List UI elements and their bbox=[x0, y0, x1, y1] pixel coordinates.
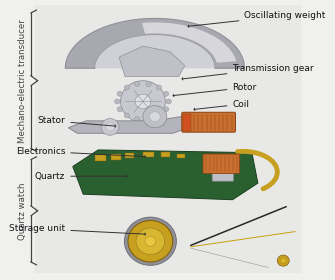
FancyBboxPatch shape bbox=[182, 112, 236, 132]
Circle shape bbox=[121, 81, 165, 122]
FancyBboxPatch shape bbox=[203, 154, 240, 173]
FancyBboxPatch shape bbox=[36, 4, 301, 273]
Polygon shape bbox=[73, 150, 258, 200]
Polygon shape bbox=[119, 46, 185, 76]
Circle shape bbox=[135, 116, 140, 121]
Text: Electronics: Electronics bbox=[16, 147, 145, 158]
Circle shape bbox=[145, 236, 156, 246]
Circle shape bbox=[128, 220, 173, 262]
Circle shape bbox=[136, 228, 165, 255]
FancyBboxPatch shape bbox=[143, 151, 154, 157]
Circle shape bbox=[117, 107, 123, 112]
Polygon shape bbox=[68, 115, 195, 133]
Circle shape bbox=[277, 255, 289, 266]
FancyBboxPatch shape bbox=[183, 114, 191, 131]
Text: Quartz watch: Quartz watch bbox=[18, 182, 27, 240]
FancyBboxPatch shape bbox=[111, 154, 121, 160]
Circle shape bbox=[135, 81, 140, 87]
Polygon shape bbox=[65, 18, 245, 68]
FancyBboxPatch shape bbox=[160, 151, 170, 157]
Polygon shape bbox=[142, 22, 236, 63]
Circle shape bbox=[124, 113, 130, 118]
Circle shape bbox=[166, 99, 171, 104]
Text: Oscillating weight: Oscillating weight bbox=[188, 11, 326, 27]
Circle shape bbox=[124, 85, 130, 90]
Circle shape bbox=[124, 217, 176, 265]
Text: Rotor: Rotor bbox=[173, 83, 257, 97]
Text: Coil: Coil bbox=[194, 100, 250, 110]
Text: Mechano-electric transducer: Mechano-electric transducer bbox=[18, 19, 27, 143]
Circle shape bbox=[146, 116, 151, 121]
Circle shape bbox=[149, 112, 160, 122]
Circle shape bbox=[135, 94, 151, 109]
FancyBboxPatch shape bbox=[95, 155, 106, 161]
Circle shape bbox=[146, 81, 151, 87]
Circle shape bbox=[117, 91, 123, 96]
FancyBboxPatch shape bbox=[177, 153, 185, 158]
Circle shape bbox=[156, 85, 161, 90]
Text: Transmission gear: Transmission gear bbox=[182, 64, 314, 80]
Polygon shape bbox=[95, 35, 215, 68]
FancyBboxPatch shape bbox=[212, 159, 233, 181]
Circle shape bbox=[163, 107, 169, 112]
Circle shape bbox=[106, 123, 115, 131]
Circle shape bbox=[115, 99, 120, 104]
Circle shape bbox=[143, 106, 167, 128]
Circle shape bbox=[156, 113, 161, 118]
Circle shape bbox=[101, 119, 119, 135]
Text: Stator: Stator bbox=[38, 116, 116, 127]
FancyBboxPatch shape bbox=[125, 153, 134, 158]
Text: SEIKO: SEIKO bbox=[135, 60, 151, 66]
Circle shape bbox=[163, 91, 169, 96]
Text: Quartz: Quartz bbox=[35, 172, 128, 181]
Circle shape bbox=[280, 258, 286, 263]
Text: Storage unit: Storage unit bbox=[9, 224, 145, 235]
